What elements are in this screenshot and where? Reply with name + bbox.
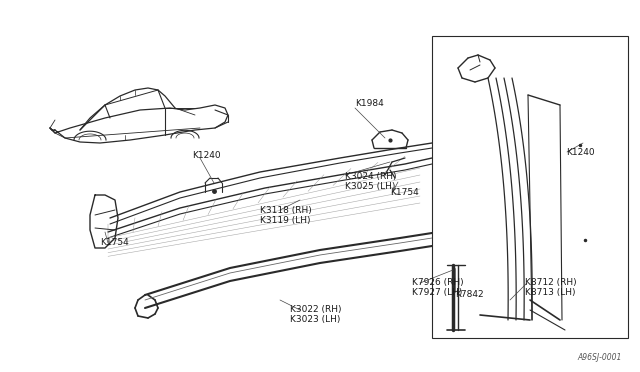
Text: K3024 (RH)
K3025 (LH): K3024 (RH) K3025 (LH): [345, 172, 397, 192]
Text: K7842: K7842: [455, 290, 484, 299]
Text: K1984: K1984: [355, 99, 384, 108]
Text: K7926 (RH)
K7927 (LH): K7926 (RH) K7927 (LH): [412, 278, 463, 297]
Text: K1240: K1240: [192, 151, 221, 160]
Text: K1754: K1754: [390, 188, 419, 197]
Text: K1240: K1240: [566, 148, 595, 157]
Text: K3118 (RH)
K3119 (LH): K3118 (RH) K3119 (LH): [260, 206, 312, 225]
Text: K3022 (RH)
K3023 (LH): K3022 (RH) K3023 (LH): [290, 305, 342, 324]
Text: K8712 (RH)
K8713 (LH): K8712 (RH) K8713 (LH): [525, 278, 577, 297]
Text: A96SJ-0001: A96SJ-0001: [578, 353, 622, 362]
Text: K1754: K1754: [100, 238, 129, 247]
Bar: [432, 36, 628, 338]
